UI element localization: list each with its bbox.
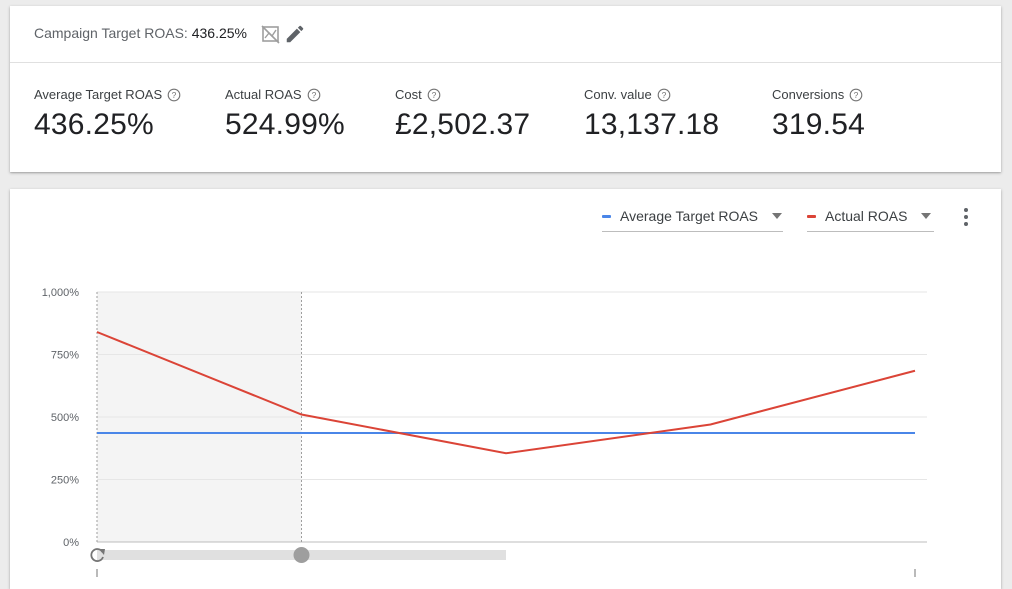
metric-actual-roas: Actual ROAS ? 524.99% [225,87,345,142]
series-line-actual-roas [96,331,916,455]
y-tick-label: 0% [63,537,79,549]
reset-icon-arrow [99,549,105,555]
reset-icon[interactable] [90,548,105,562]
metric-cost: Cost ? £2,502.37 [395,87,530,142]
svg-text:?: ? [172,90,177,100]
pencil-icon[interactable] [284,23,306,45]
metric-average-target-roas: Average Target ROAS ? 436.25% [34,87,181,142]
svg-text:?: ? [661,90,666,100]
metric-label: Average Target ROAS [34,87,163,102]
metric-value: 436.25% [34,108,154,141]
legend-select-average-target-roas[interactable]: Average Target ROAS [602,201,783,232]
metric-value: 319.54 [772,108,865,141]
y-tick-label: 250% [51,475,79,487]
more-vert-icon[interactable] [960,206,972,228]
svg-text:?: ? [854,90,859,100]
caret-down-icon [772,213,783,219]
help-icon[interactable]: ? [167,88,181,102]
help-icon[interactable]: ? [427,88,441,102]
legend-swatch [807,214,816,218]
campaign-target-value: 436.25% [191,25,247,41]
metric-conversions: Conversions ? 319.54 [772,87,865,142]
help-icon[interactable]: ? [849,88,863,102]
roas-line-chart: 1,000% 750% 500% 250% 0% [42,287,927,577]
y-tick-label: 1,000% [42,287,80,299]
campaign-target-row: Campaign Target ROAS: 436.25% [10,6,1001,63]
legend-label: Actual ROAS [825,208,908,224]
caret-down-icon [921,213,932,219]
help-icon[interactable]: ? [307,88,321,102]
metric-label: Cost [395,87,422,102]
svg-text:?: ? [311,90,316,100]
metric-label: Actual ROAS [225,87,302,102]
metric-value: £2,502.37 [395,108,531,141]
summary-card: Campaign Target ROAS: 436.25% Average Ta… [10,6,1001,172]
metric-value: 13,137.18 [584,108,720,141]
metric-value: 524.99% [225,108,345,141]
legend-select-actual-roas[interactable]: Actual ROAS [807,201,934,232]
metric-conv-value: Conv. value ? 13,137.18 [584,87,719,142]
legend-swatch [602,214,611,218]
metric-label: Conv. value [584,87,652,102]
scrubber-handle[interactable] [293,547,310,563]
y-tick-label: 500% [51,412,79,424]
chart-card: Average Target ROAS Actual ROAS 1,000% 75… [10,189,1001,589]
metric-label: Conversions [772,87,845,102]
help-icon[interactable]: ? [657,88,671,102]
y-tick-label: 750% [51,350,79,362]
svg-text:?: ? [431,90,436,100]
campaign-target-roas: Campaign Target ROAS: 436.25% [34,25,247,41]
campaign-target-label: Campaign Target ROAS: [34,25,188,41]
legend-label: Average Target ROAS [620,208,759,224]
no-chart-icon [261,25,280,44]
